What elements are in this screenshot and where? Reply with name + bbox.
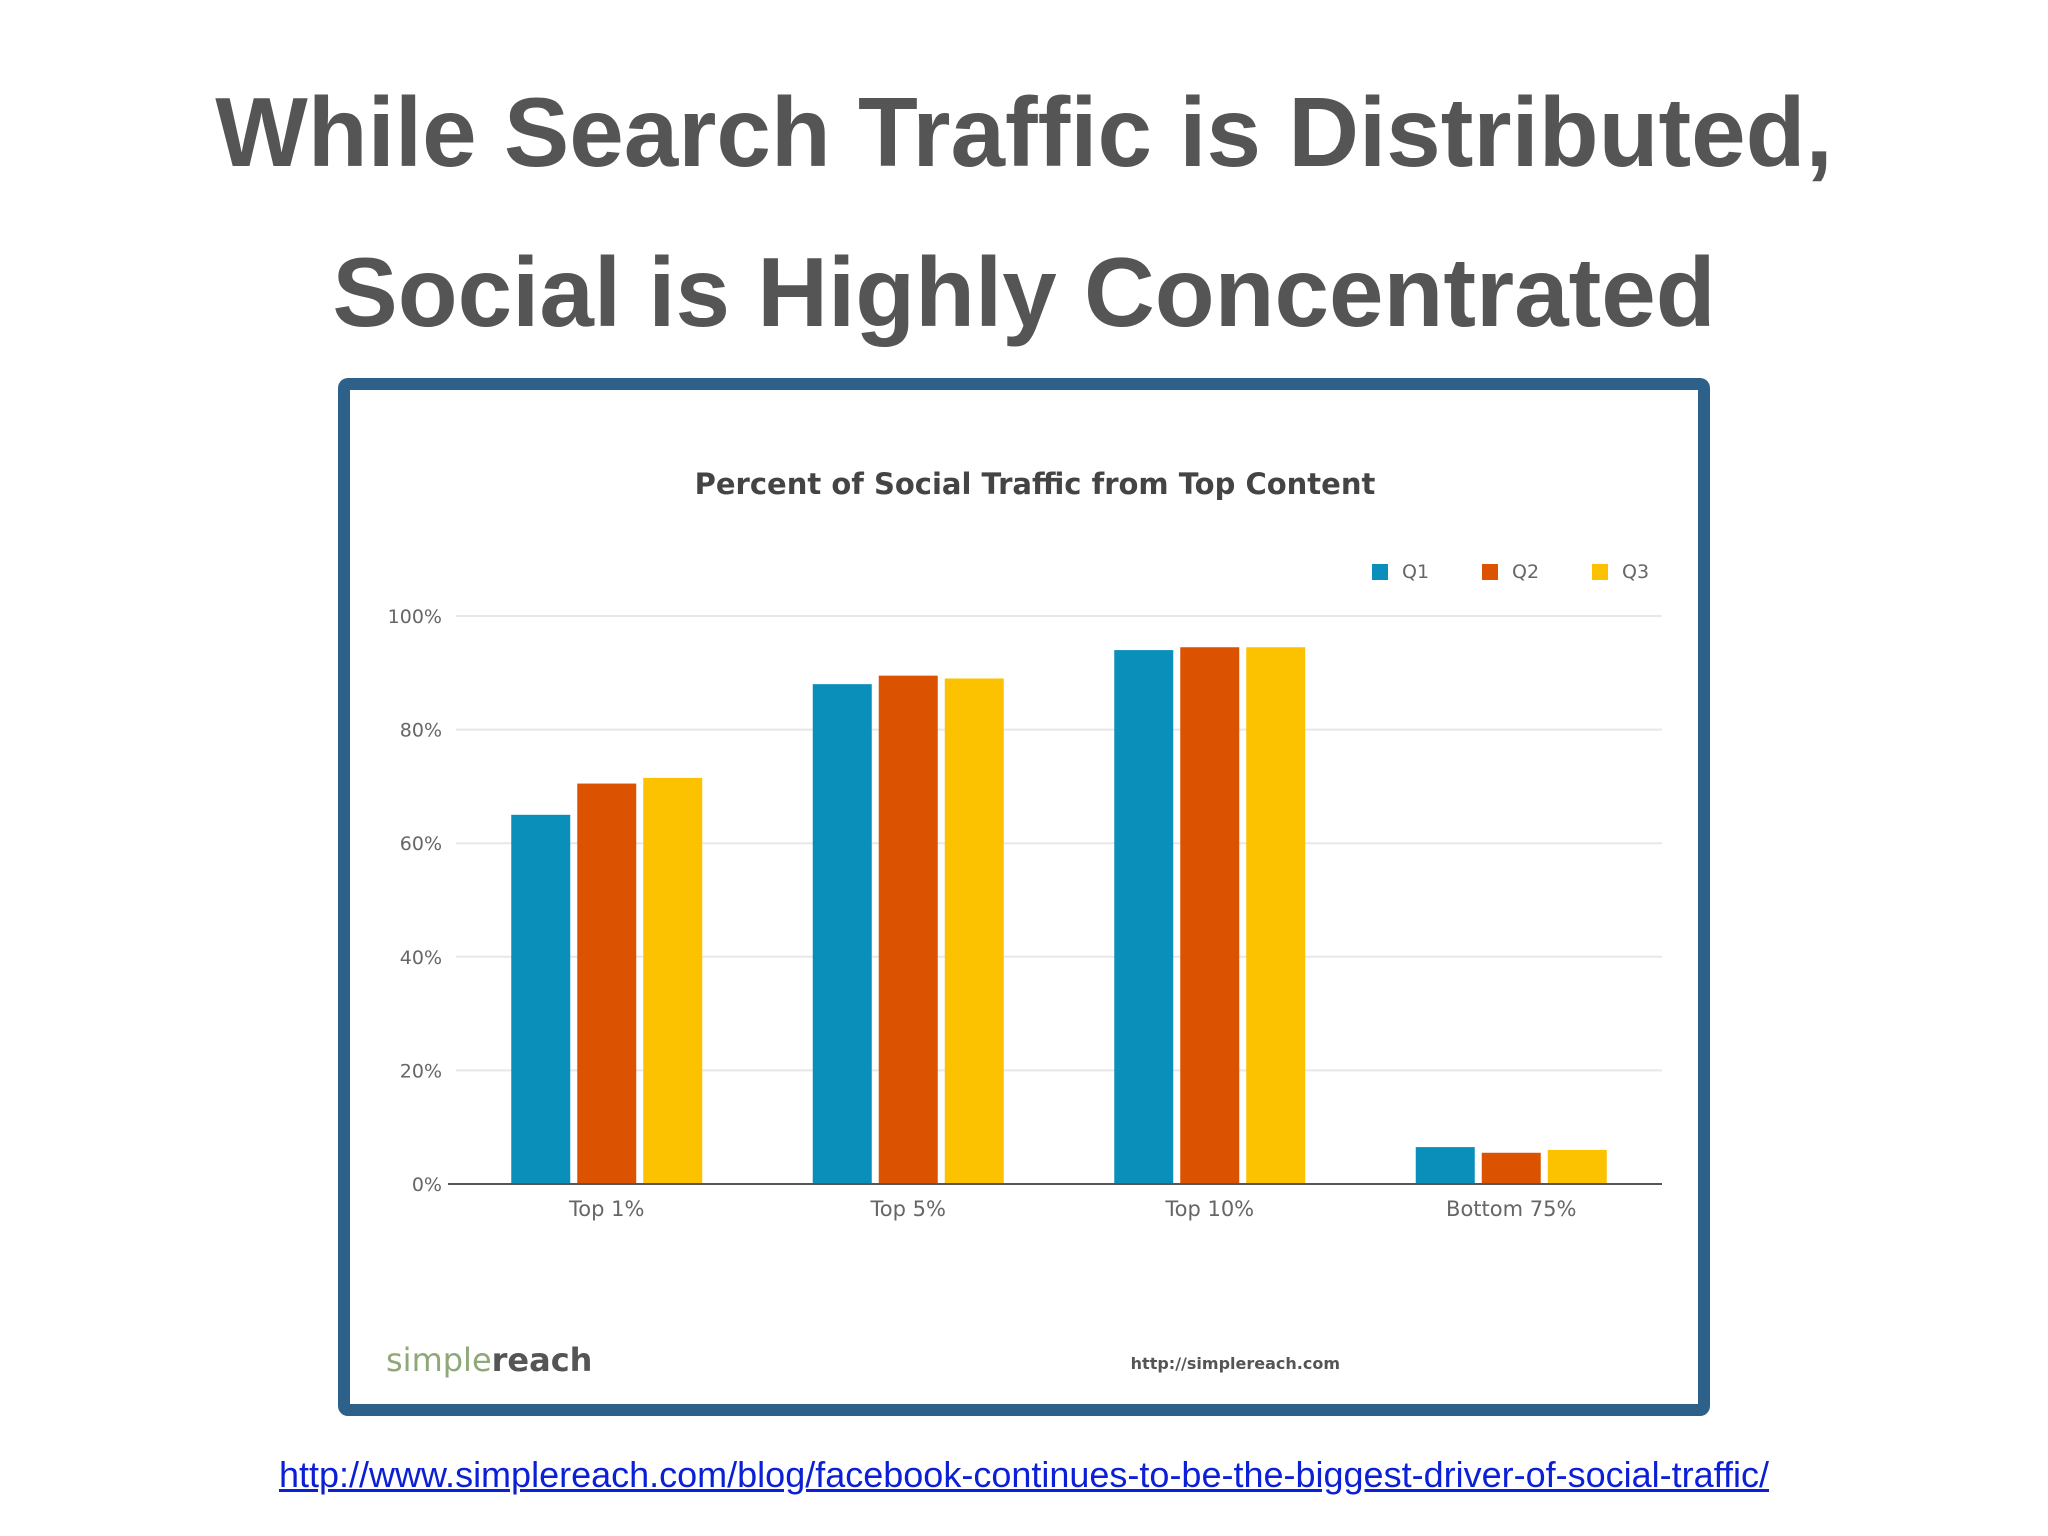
bar-q1 — [1415, 1147, 1475, 1184]
axes: 0% 20% 40% 60% 80% 100% Top 1% Top 5% Top 10% Bot… — [388, 606, 1662, 1221]
slide-title-line-2: Social is Highly Concentrated — [332, 237, 1716, 347]
legend-label: Q1 — [1402, 561, 1429, 583]
legend-swatch-q3 — [1592, 564, 1608, 580]
bar-q1 — [812, 684, 872, 1184]
y-tick-label: 0% — [412, 1174, 442, 1196]
grid-lines — [456, 615, 1662, 1072]
x-tick-label: Top 10% — [1164, 1197, 1254, 1221]
bar-q1 — [511, 814, 571, 1184]
bar-chart: Percent of Social Traffic from Top Conte… — [386, 467, 1662, 1379]
source-link[interactable]: http://www.simplereach.com/blog/facebook… — [279, 1454, 1769, 1495]
slide-title-line-1: While Search Traffic is Distributed, — [215, 77, 1833, 187]
x-tick-label: Bottom 75% — [1446, 1197, 1576, 1221]
bar-q3 — [1547, 1149, 1607, 1184]
x-tick-label: Top 1% — [568, 1197, 644, 1221]
bar-q3 — [643, 777, 703, 1184]
slide-title: While Search Traffic is Distributed, Soc… — [0, 52, 2048, 372]
y-tick-label: 40% — [400, 947, 442, 969]
bar-q2 — [1481, 1152, 1541, 1184]
bars — [511, 647, 1607, 1184]
legend-swatch-q2 — [1482, 564, 1498, 580]
bar-q2 — [1180, 647, 1240, 1184]
bar-q2 — [878, 675, 938, 1184]
brand-url: http://simplereach.com — [1131, 1354, 1340, 1373]
logo-reach: reach — [492, 1341, 593, 1379]
legend-label: Q2 — [1512, 561, 1539, 583]
bar-q2 — [577, 783, 637, 1184]
bar-q3 — [1246, 647, 1306, 1184]
y-tick-label: 80% — [400, 720, 442, 742]
simplereach-logo: simplereach — [386, 1341, 592, 1379]
chart-title: Percent of Social Traffic from Top Conte… — [695, 467, 1376, 501]
logo-simple: simple — [386, 1341, 492, 1379]
legend: Q1 Q2 Q3 — [1372, 561, 1649, 583]
y-tick-label: 20% — [400, 1060, 442, 1082]
bar-q3 — [944, 678, 1004, 1184]
legend-swatch-q1 — [1372, 564, 1388, 580]
bar-q1 — [1114, 650, 1174, 1184]
chart-frame: Percent of Social Traffic from Top Conte… — [338, 378, 1710, 1416]
y-tick-label: 60% — [400, 833, 442, 855]
y-tick-label: 100% — [388, 606, 442, 628]
legend-label: Q3 — [1622, 561, 1649, 583]
x-tick-label: Top 5% — [870, 1197, 946, 1221]
